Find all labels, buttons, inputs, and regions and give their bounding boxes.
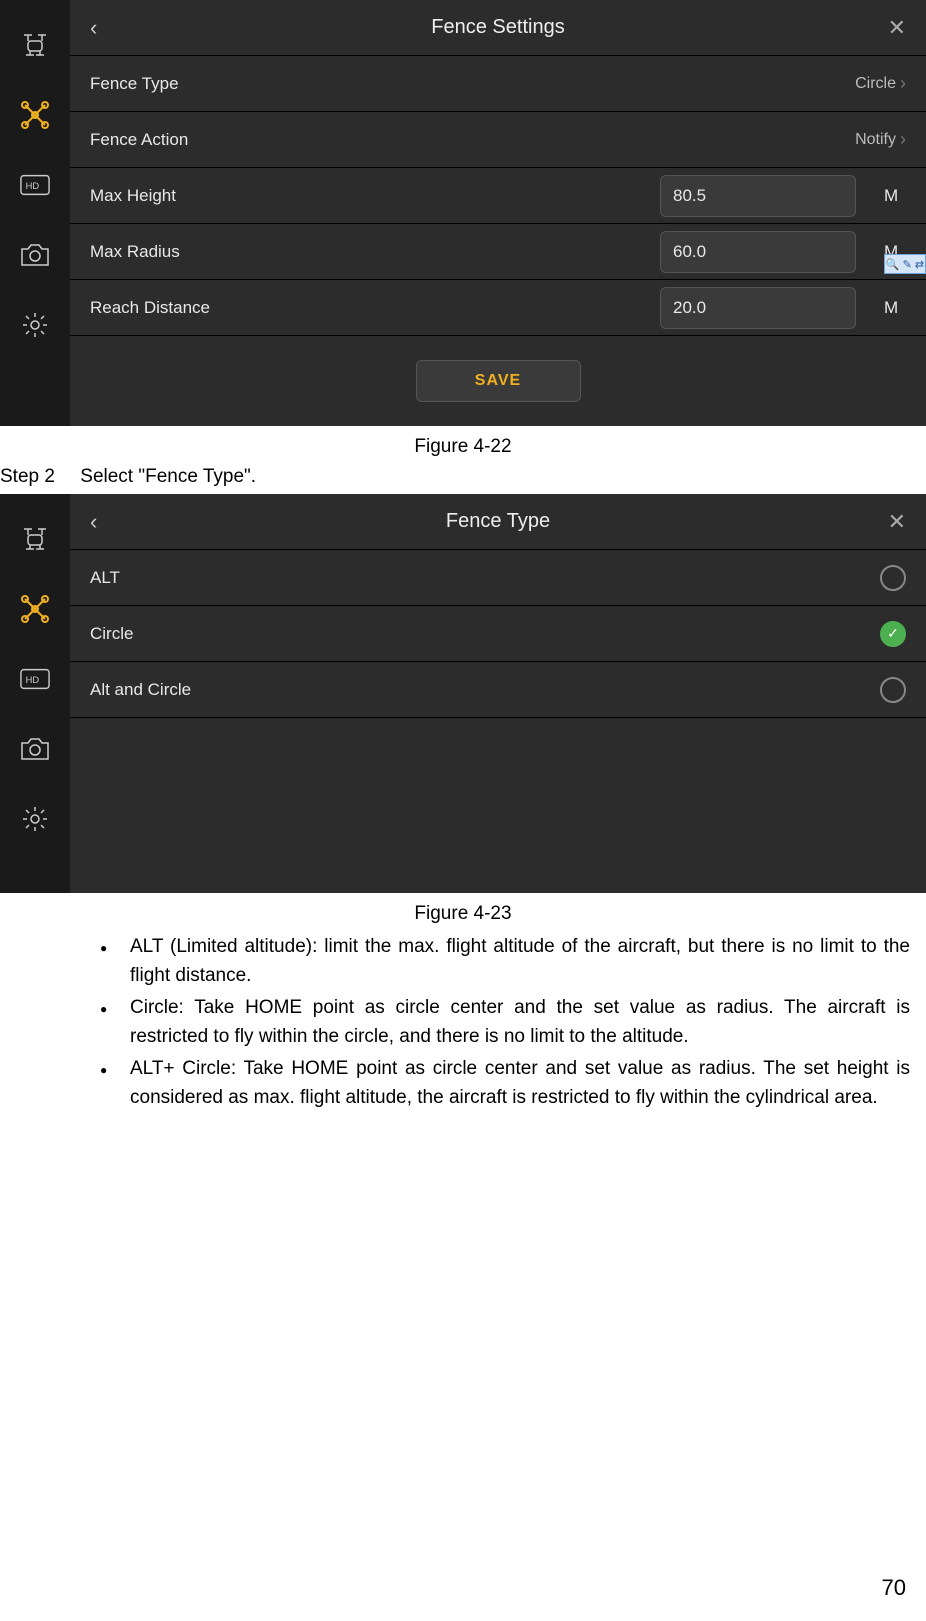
svg-text:HD: HD (26, 675, 40, 685)
overlay-badge: 🔍 ✎ ⇄ (884, 254, 926, 274)
max-height-input[interactable] (660, 175, 856, 217)
reach-distance-input[interactable] (660, 287, 856, 329)
step-2-text: Select "Fence Type". (80, 466, 256, 487)
fence-type-value: Circle (855, 75, 896, 93)
max-radius-label: Max Radius (90, 242, 660, 262)
step-2-label: Step 2 (0, 466, 75, 488)
drone-icon[interactable] (20, 524, 50, 554)
reach-distance-row: Reach Distance M (70, 280, 926, 336)
option-circle-label: Circle (90, 624, 880, 644)
fence-action-row[interactable]: Fence Action Notify › (70, 112, 926, 168)
save-button[interactable]: SAVE (416, 360, 581, 402)
close-button[interactable]: ✕ (876, 509, 906, 535)
back-button[interactable]: ‹ (90, 15, 120, 41)
option-alt-label: ALT (90, 568, 880, 588)
max-height-label: Max Height (90, 186, 660, 206)
chevron-right-icon: › (900, 129, 906, 150)
propeller-icon[interactable] (20, 594, 50, 624)
sidebar: HD (0, 494, 70, 893)
fence-action-value: Notify (855, 131, 896, 149)
panel-spacer (70, 718, 926, 893)
reach-distance-label: Reach Distance (90, 298, 660, 318)
chevron-right-icon: › (900, 73, 906, 94)
settings-panel: ‹ Fence Settings ✕ Fence Type Circle › F… (70, 0, 926, 426)
svg-text:HD: HD (26, 181, 40, 191)
radio-unchecked-icon[interactable] (880, 677, 906, 703)
camera-icon[interactable] (20, 734, 50, 764)
gear-icon[interactable] (20, 310, 50, 340)
bullet-item: ALT (Limited altitude): limit the max. f… (100, 933, 910, 990)
figure-2-caption: Figure 4-23 (0, 903, 926, 925)
radio-checked-icon[interactable]: ✓ (880, 621, 906, 647)
fence-action-label: Fence Action (90, 130, 855, 150)
bullet-list: ALT (Limited altitude): limit the max. f… (100, 933, 910, 1112)
panel-header: ‹ Fence Settings ✕ (70, 0, 926, 56)
save-row: SAVE (70, 336, 926, 426)
max-radius-input[interactable] (660, 231, 856, 273)
fence-type-panel: ‹ Fence Type ✕ ALT Circle ✓ Alt and Circ… (70, 494, 926, 893)
max-height-row: Max Height M (70, 168, 926, 224)
fence-type-row[interactable]: Fence Type Circle › (70, 56, 926, 112)
radio-unchecked-icon[interactable] (880, 565, 906, 591)
panel-title: Fence Settings (120, 16, 876, 39)
step-2-line: Step 2 Select "Fence Type". (0, 466, 926, 488)
page-number: 70 (882, 1575, 906, 1601)
reach-distance-unit: M (884, 298, 906, 318)
panel-header: ‹ Fence Type ✕ (70, 494, 926, 550)
hd-icon[interactable]: HD (20, 664, 50, 694)
gear-icon[interactable] (20, 804, 50, 834)
max-height-unit: M (884, 186, 906, 206)
hd-icon[interactable]: HD (20, 170, 50, 200)
option-circle-row[interactable]: Circle ✓ (70, 606, 926, 662)
propeller-icon[interactable] (20, 100, 50, 130)
option-alt-and-circle-label: Alt and Circle (90, 680, 880, 700)
max-radius-row: Max Radius M (70, 224, 926, 280)
panel-title: Fence Type (120, 510, 876, 533)
figure-1-caption: Figure 4-22 (0, 436, 926, 458)
option-alt-row[interactable]: ALT (70, 550, 926, 606)
bullet-item: ALT+ Circle: Take HOME point as circle c… (100, 1055, 910, 1112)
sidebar: HD (0, 0, 70, 426)
bullet-item: Circle: Take HOME point as circle center… (100, 994, 910, 1051)
screenshot-fence-settings: HD ‹ Fence Settings ✕ (0, 0, 926, 426)
option-alt-and-circle-row[interactable]: Alt and Circle (70, 662, 926, 718)
drone-icon[interactable] (20, 30, 50, 60)
screenshot-fence-type: HD ‹ Fence Type ✕ (0, 494, 926, 893)
close-button[interactable]: ✕ (876, 15, 906, 41)
fence-type-label: Fence Type (90, 74, 855, 94)
camera-icon[interactable] (20, 240, 50, 270)
back-button[interactable]: ‹ (90, 509, 120, 535)
